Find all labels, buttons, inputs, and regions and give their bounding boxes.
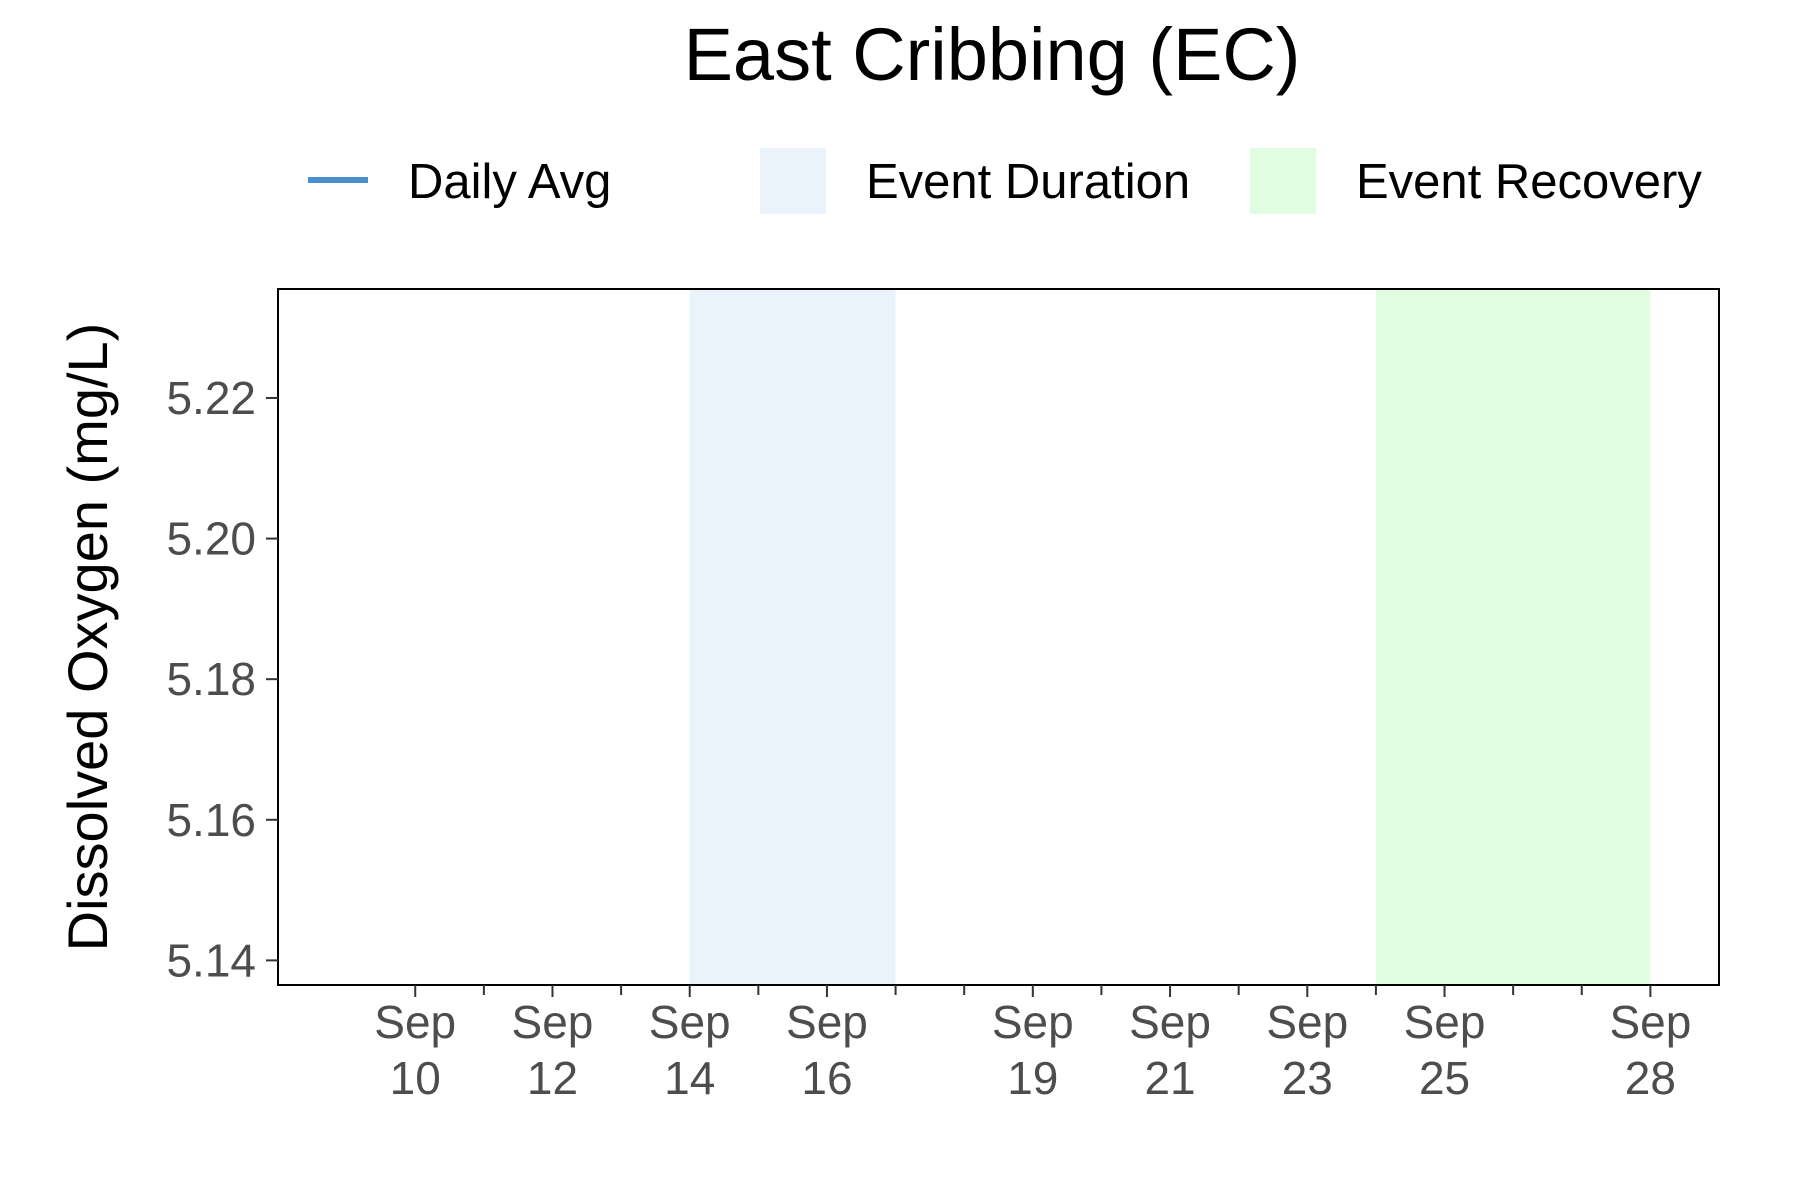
legend: Daily Avg Event Duration Event Recovery [308,148,1702,214]
region-event-duration [689,290,896,984]
legend-label-event-duration: Event Duration [866,155,1190,209]
x-axis: Sep 10 Sep 12 Sep 14 Sep 16 Sep 19 Sep 21 Sep 23 Sep 25… [374,985,1691,1104]
legend-swatch-event-recovery [1250,148,1316,214]
x-tick-label: Sep 28 [1609,996,1691,1104]
y-tick-label: 5.18 [166,653,256,705]
plot-panel-border [277,288,1720,986]
y-tick-label: 5.16 [166,794,256,846]
x-tick-label: Sep 14 [649,996,731,1104]
y-axis: 5.14 5.16 5.18 5.20 5.22 [166,372,278,986]
x-tick-label: Sep 16 [786,996,868,1104]
x-tick-label: Sep 19 [992,996,1074,1104]
legend-label-event-recovery: Event Recovery [1356,155,1702,209]
y-tick-label: 5.14 [166,934,256,986]
y-tick-label: 5.22 [166,372,256,424]
y-tick-label: 5.20 [166,513,256,565]
shaded-regions [689,290,1651,984]
x-tick-label: Sep 12 [512,996,594,1104]
y-axis-title: Dissolved Oxygen (mg/L) [56,323,119,952]
x-tick-label: Sep 25 [1404,996,1486,1104]
chart-title: East Cribbing (EC) [684,13,1301,96]
legend-label-daily-avg: Daily Avg [408,155,611,209]
legend-swatch-event-duration [760,148,826,214]
region-event-recovery [1375,290,1651,984]
x-tick-label: Sep 21 [1129,996,1211,1104]
x-tick-label: Sep 10 [374,996,456,1104]
x-tick-label: Sep 23 [1266,996,1348,1104]
